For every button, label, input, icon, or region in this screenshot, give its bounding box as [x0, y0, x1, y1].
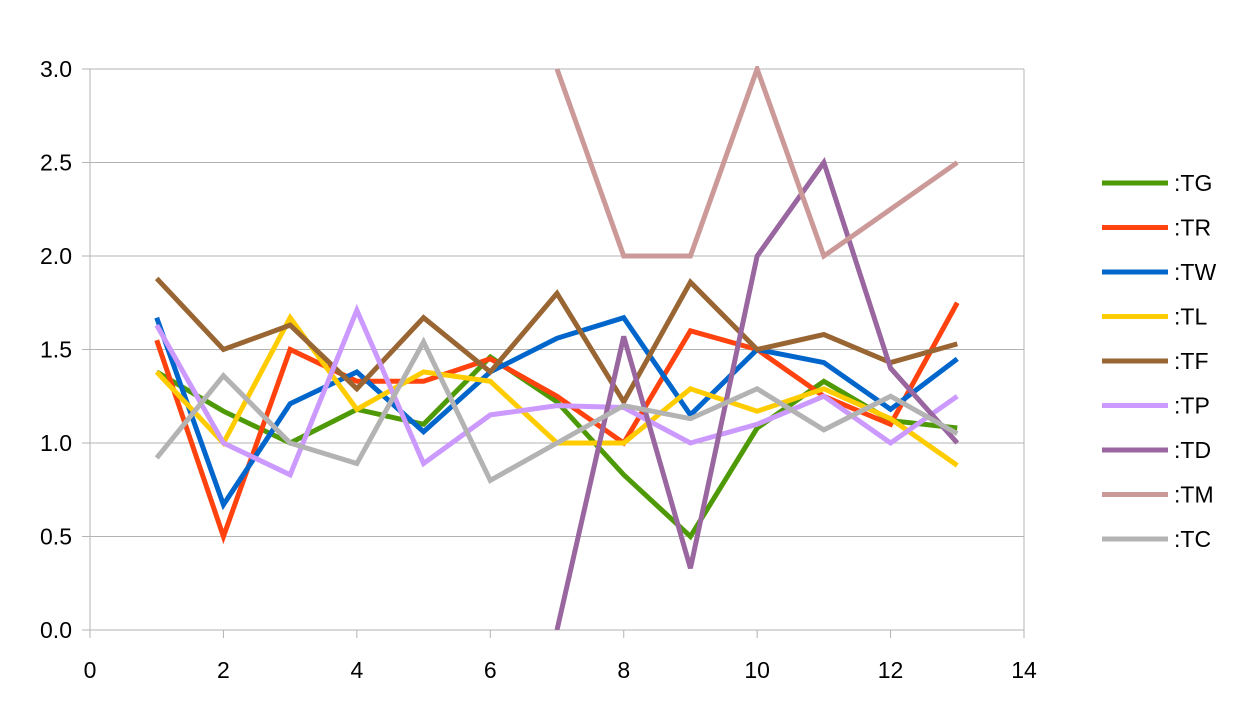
x-tick-label: 14 [1011, 657, 1037, 683]
x-tick-label: 2 [217, 657, 230, 683]
x-tick-label: 8 [617, 657, 630, 683]
x-tick-label: 4 [350, 657, 363, 683]
y-tick-label: 0.5 [40, 524, 72, 550]
y-tick-labels: 0.0 0.5 1.0 1.5 2.0 2.5 3.0 [40, 56, 72, 643]
legend-label-tm: :TM [1174, 482, 1214, 508]
legend-label-tf: :TF [1174, 348, 1209, 374]
legend-label-tl: :TL [1174, 304, 1207, 330]
plot-area [154, 66, 960, 630]
x-tick-labels: 0 2 4 6 8 10 12 14 [84, 657, 1037, 683]
series-line-tp [154, 303, 959, 479]
legend-label-tc: :TC [1174, 526, 1211, 552]
y-tick-label: 2.5 [40, 150, 72, 176]
legend-label-td: :TD [1174, 437, 1211, 463]
y-tick-label: 2.0 [40, 243, 72, 269]
y-tick-label: 3.0 [40, 56, 72, 82]
legend-label-tw: :TW [1174, 259, 1216, 285]
legend-label-tg: :TG [1174, 170, 1212, 196]
x-tick-label: 12 [878, 657, 904, 683]
x-tick-label: 10 [744, 657, 770, 683]
y-tick-label: 1.0 [40, 430, 72, 456]
y-tick-label: 0.0 [40, 617, 72, 643]
y-tick-label: 1.5 [40, 337, 72, 363]
series-line-tc [154, 336, 959, 484]
legend-label-tp: :TP [1174, 393, 1210, 419]
series-line-tf [154, 276, 958, 407]
series-line-tm [554, 66, 959, 260]
axes [82, 68, 1025, 638]
series-line-tw [154, 314, 959, 511]
series-line-td [554, 157, 960, 630]
legend-label-tr: :TR [1174, 215, 1211, 241]
x-tick-label: 0 [84, 657, 97, 683]
legend: :TG :TR :TW :TL :TF :TP :TD :TM :TC [1102, 170, 1216, 552]
x-tick-label: 6 [484, 657, 497, 683]
